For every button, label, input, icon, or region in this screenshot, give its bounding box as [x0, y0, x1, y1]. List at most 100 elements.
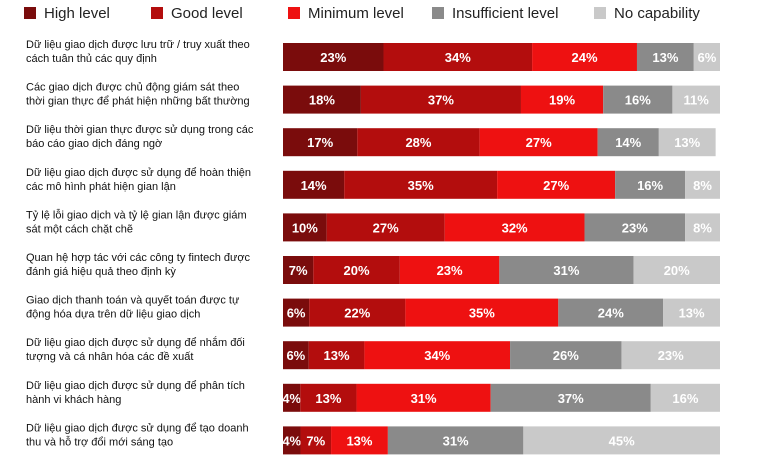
bar-segment-minimum-level: [356, 383, 491, 412]
bar-segment-insufficient-level: [499, 256, 634, 284]
category-label: Dữ liệu giao dịch được sử dụng để hoàn t…: [26, 167, 251, 193]
bar-segment-minimum-level: [479, 128, 598, 157]
bar-value-label: 24%: [572, 50, 598, 65]
bar-value-label: 23%: [622, 220, 648, 235]
bar-segment-good-level: [300, 383, 357, 412]
bar-segment-good-level: [300, 426, 332, 455]
bar-segment-minimum-level: [399, 256, 500, 284]
bar-segment-high-level: [283, 43, 384, 71]
bar-segment-insufficient-level: [558, 298, 664, 327]
bar-segment-minimum-level: [520, 85, 604, 114]
bar-value-label: 28%: [405, 135, 431, 150]
bar-value-label: 8%: [693, 178, 712, 193]
bar-segment-good-level: [383, 43, 533, 71]
bar-value-label: 14%: [301, 178, 327, 193]
legend-label-good-level: Good level: [171, 5, 243, 22]
bar-value-label: 22%: [344, 306, 370, 321]
bar-segment-no-capability: [523, 426, 720, 455]
bar-segment-high-level: [283, 383, 301, 412]
bar-segment-insufficient-level: [603, 85, 673, 114]
bar-segment-no-capability: [621, 341, 720, 370]
bar-value-label: 11%: [684, 93, 710, 108]
bar-value-label: 16%: [637, 178, 663, 193]
bar-segment-no-capability: [650, 383, 720, 412]
bar-value-label: 6%: [697, 50, 716, 65]
legend-label-no-capability: No capability: [614, 5, 700, 22]
category-labels: Dữ liệu giao dịch được lưu trữ / truy xu…: [26, 39, 254, 448]
category-label: Dữ liệu giao dịch được lưu trữ / truy xu…: [26, 39, 250, 65]
bar-segment-minimum-level: [405, 298, 559, 327]
bar-segment-good-level: [344, 170, 498, 199]
bar-segment-high-level: [283, 213, 327, 242]
bar-segment-good-level: [360, 85, 521, 114]
bar-segment-insufficient-level: [510, 341, 622, 370]
bar-value-label: 24%: [598, 306, 624, 321]
category-label: Giao dịch thanh toán và quyết toán được …: [26, 295, 240, 321]
bar-segment-high-level: [283, 341, 309, 370]
category-label: Tỷ lệ lỗi giao dịch và tỷ lệ gian lận đư…: [26, 208, 247, 235]
bar-value-label: 23%: [320, 50, 346, 65]
category-label: Dữ liệu thời gian thực được sử dụng tron…: [26, 124, 254, 150]
legend-label-high-level: High level: [44, 5, 110, 22]
bar-segment-insufficient-level: [387, 426, 524, 455]
bar-segment-good-level: [309, 298, 406, 327]
bar-segment-insufficient-level: [490, 383, 651, 412]
bar-value-label: 16%: [625, 93, 651, 108]
bar-value-label: 4%: [282, 391, 301, 406]
bar-segment-minimum-level: [497, 170, 616, 199]
bar-segment-insufficient-level: [636, 43, 694, 71]
bar-segment-no-capability: [693, 43, 720, 71]
bar-segment-no-capability: [663, 298, 720, 327]
bar-value-label: 20%: [344, 263, 370, 278]
bar-segment-no-capability: [658, 128, 716, 157]
bar-value-label: 13%: [315, 391, 341, 406]
bar-value-label: 37%: [558, 391, 584, 406]
bar-value-label: 7%: [289, 263, 308, 278]
bar-value-label: 13%: [324, 348, 350, 363]
bar-value-label: 26%: [553, 348, 579, 363]
category-label: Quan hệ hợp tác với các công ty fintech …: [26, 252, 251, 278]
bar-value-label: 34%: [445, 50, 471, 65]
legend-swatch-good-level: [151, 7, 163, 19]
bar-value-label: 37%: [428, 93, 454, 108]
legend-label-minimum-level: Minimum level: [308, 5, 404, 22]
bar-value-label: 23%: [437, 263, 463, 278]
bar-segment-no-capability: [685, 213, 720, 242]
bar-value-label: 13%: [679, 306, 705, 321]
bar-segment-no-capability: [672, 85, 720, 114]
bar-value-label: 13%: [346, 433, 372, 448]
bar-value-label: 34%: [424, 348, 450, 363]
bar-value-label: 32%: [502, 220, 528, 235]
bar-segment-insufficient-level: [584, 213, 686, 242]
bar-segment-no-capability: [685, 170, 720, 199]
bar-segment-minimum-level: [532, 43, 637, 71]
bar-segment-good-level: [313, 256, 400, 284]
bar-segment-good-level: [357, 128, 480, 157]
category-label: Dữ liệu giao dịch được sử dụng để tạo do…: [26, 422, 249, 448]
bar-value-label: 7%: [306, 433, 325, 448]
legend-swatch-high-level: [24, 7, 36, 19]
bar-value-label: 18%: [309, 93, 335, 108]
bar-value-label: 19%: [549, 93, 575, 108]
bar-segment-high-level: [283, 170, 345, 199]
legend-swatch-insufficient-level: [432, 7, 444, 19]
bar-segment-good-level: [326, 213, 445, 242]
bar-value-label: 20%: [664, 263, 690, 278]
bar-segment-high-level: [283, 128, 358, 157]
bar-value-label: 31%: [443, 433, 469, 448]
bar-value-label: 27%: [526, 135, 552, 150]
bar-value-label: 13%: [652, 50, 678, 65]
bar-value-label: 35%: [408, 178, 434, 193]
bar-value-label: 27%: [373, 220, 399, 235]
category-label: Dữ liệu giao dịch được sử dụng để phân t…: [26, 380, 245, 406]
bar-segment-high-level: [283, 298, 310, 327]
bar-value-label: 14%: [615, 135, 641, 150]
bar-value-label: 35%: [469, 306, 495, 321]
bar-segment-good-level: [308, 341, 365, 370]
bar-segment-minimum-level: [444, 213, 585, 242]
bar-value-label: 4%: [282, 433, 301, 448]
bar-value-label: 23%: [658, 348, 684, 363]
bar-value-label: 10%: [292, 220, 318, 235]
bar-value-label: 6%: [287, 306, 306, 321]
